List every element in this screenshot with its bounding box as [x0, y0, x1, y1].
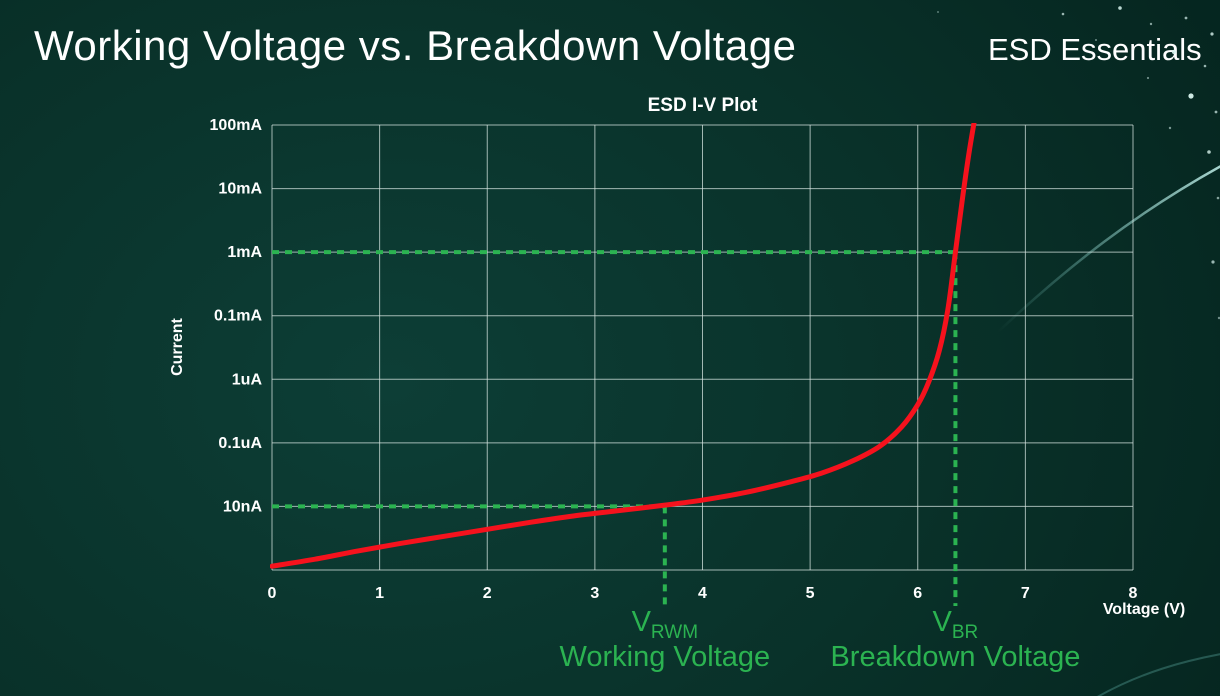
y-tick-label: 10mA	[218, 181, 262, 198]
y-tick-label: 10nA	[223, 498, 263, 515]
y-tick-label: 1uA	[232, 371, 263, 388]
chart-title: ESD I-V Plot	[648, 95, 758, 116]
y-axis-label: Current	[169, 317, 186, 375]
iv-curve	[270, 123, 977, 569]
x-tick-label: 1	[375, 585, 384, 602]
annotation-vrwm	[272, 504, 667, 606]
x-tick-label: 6	[913, 585, 922, 602]
y-tick-label: 100mA	[210, 117, 263, 134]
x-axis-label: Voltage (V)	[1103, 601, 1185, 618]
decor-arc-top-right	[997, 165, 1220, 333]
x-tick-label: 7	[1021, 585, 1030, 602]
decor-arc-bottom-right	[1097, 653, 1220, 696]
grid-lines	[271, 124, 1134, 571]
x-tick-label: 5	[806, 585, 815, 602]
x-tick-label: 4	[698, 585, 707, 602]
brand-logo-text: ESD Essentials	[988, 32, 1202, 67]
slide-title: Working Voltage vs. Breakdown Voltage	[34, 22, 797, 69]
y-tick-label: 0.1uA	[218, 435, 262, 452]
y-tick-label: 1mA	[227, 244, 262, 261]
x-tick-label: 0	[268, 585, 277, 602]
x-tick-label: 2	[483, 585, 492, 602]
annotation-vbr	[272, 250, 958, 606]
sparkle-dots	[937, 6, 1220, 320]
x-tick-label: 8	[1129, 585, 1138, 602]
y-tick-label: 0.1mA	[214, 308, 262, 325]
x-tick-label: 3	[590, 585, 599, 602]
